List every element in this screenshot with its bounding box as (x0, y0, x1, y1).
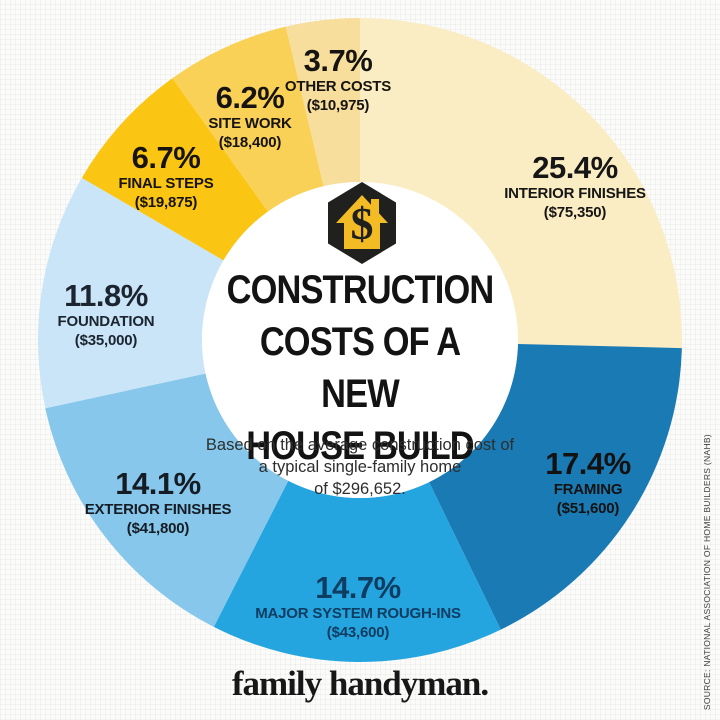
segment-label-interior-finishes: 25.4% INTERIOR FINISHES ($75,350) (445, 152, 705, 222)
dollar-sign-icon: $ (351, 198, 374, 249)
segment-label-foundation: 11.8% FOUNDATION ($35,000) (0, 280, 236, 350)
segment-percent: 14.7% (315, 570, 401, 605)
family-handyman-logo: family handyman. (231, 664, 489, 703)
pie-segment-foundation (38, 177, 224, 409)
chart-title-line: HOUSE BUILD (246, 424, 474, 468)
pie-segment-interior-finishes (360, 18, 683, 349)
segment-amount: ($10,975) (306, 97, 370, 114)
segment-name: SITE WORK (208, 115, 292, 132)
segment-percent: 25.4% (532, 150, 618, 185)
segment-percent: 6.7% (131, 140, 201, 175)
pie-segment-site-work (172, 26, 324, 212)
chart-subtitle-line: a typical single-family home (258, 458, 462, 476)
segment-percent: 3.7% (303, 43, 373, 78)
segment-name: FINAL STEPS (118, 175, 214, 192)
chart-title: CONSTRUCTION COSTS OF A NEW HOUSE BUILD (224, 264, 496, 472)
house-shape (336, 195, 388, 249)
pie-segment-exterior-finishes (45, 373, 289, 627)
segment-percent: 11.8% (64, 278, 148, 313)
segment-amount: ($19,875) (134, 194, 198, 211)
segment-name: FRAMING (553, 481, 623, 498)
chart-subtitle-line: Based on the average construction cost o… (205, 436, 515, 454)
segment-amount: ($18,400) (218, 134, 282, 151)
pie-segment-other-costs (285, 18, 360, 187)
source-attribution: SOURCE: NATIONAL ASSOCIATION OF HOME BUI… (702, 433, 712, 710)
pie-segment-final-steps (81, 78, 268, 261)
pie-segment-framing (429, 343, 682, 630)
chart-subtitle: Based on the average construction cost o… (192, 434, 528, 500)
segment-label-framing: 17.4% FRAMING ($51,600) (458, 448, 718, 518)
segment-amount: ($41,800) (126, 520, 190, 537)
segment-label-other-costs: 3.7% OTHER COSTS ($10,975) (208, 45, 468, 115)
segment-amount: ($43,600) (326, 624, 390, 641)
segment-amount: ($51,600) (556, 500, 620, 517)
hexagon-house-dollar-icon: $ (328, 182, 396, 264)
chart-subtitle-line: of $296,652. (314, 480, 406, 498)
segment-percent: 6.2% (215, 80, 285, 115)
segment-label-major-system-rough-ins: 14.7% MAJOR SYSTEM ROUGH-INS ($43,600) (228, 572, 488, 642)
chart-title-line: CONSTRUCTION (226, 268, 495, 312)
pie-segment-major-system-rough-ins (213, 480, 501, 662)
segment-amount: ($35,000) (74, 332, 138, 349)
segment-amount: ($75,350) (543, 204, 607, 221)
segment-label-final-steps: 6.7% FINAL STEPS ($19,875) (36, 142, 296, 212)
segment-percent: 17.4% (545, 446, 631, 481)
segment-name: INTERIOR FINISHES (504, 185, 646, 202)
segment-name: OTHER COSTS (284, 78, 392, 95)
segment-name: EXTERIOR FINISHES (84, 501, 232, 518)
segment-name: FOUNDATION (57, 313, 155, 330)
segment-label-exterior-finishes: 14.1% EXTERIOR FINISHES ($41,800) (28, 468, 288, 538)
segment-name: MAJOR SYSTEM ROUGH-INS (255, 605, 461, 622)
segment-percent: 14.1% (115, 466, 201, 501)
chart-title-line: COSTS OF A NEW (259, 320, 461, 416)
segment-label-site-work: 6.2% SITE WORK ($18,400) (120, 82, 380, 152)
